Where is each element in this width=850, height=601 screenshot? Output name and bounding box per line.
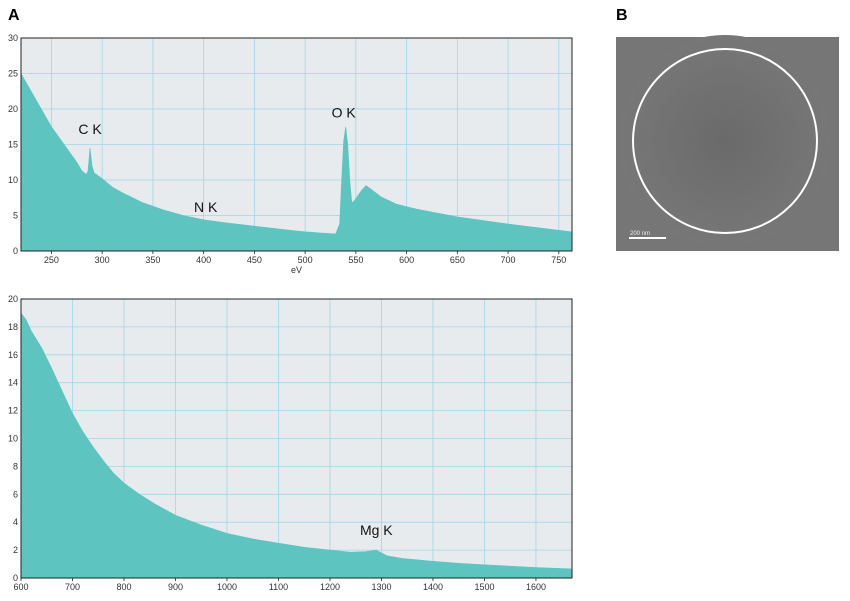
y-tick-label: 20	[8, 294, 18, 304]
x-tick-label: 1000	[217, 582, 237, 592]
scale-bar-label: 200 nm	[630, 231, 650, 237]
x-tick-label: 450	[247, 255, 262, 265]
y-tick-label: 4	[13, 517, 18, 527]
x-tick-label: 500	[298, 255, 313, 265]
panel-label-a: A	[8, 7, 20, 24]
x-tick-label: 600	[13, 582, 28, 592]
y-tick-label: 10	[8, 434, 18, 444]
y-tick-label: 18	[8, 322, 18, 332]
panel-label-b: B	[616, 7, 628, 24]
peak-annotation: O K	[332, 105, 357, 121]
y-tick-label: 25	[8, 69, 18, 79]
y-tick-label: 8	[13, 461, 18, 471]
y-tick-label: 12	[8, 406, 18, 416]
y-tick-label: 10	[8, 175, 18, 185]
y-tick-label: 0	[13, 573, 18, 583]
x-tick-label: 700	[501, 255, 516, 265]
micrograph: 200 nm	[616, 35, 839, 251]
y-tick-label: 5	[13, 211, 18, 221]
x-tick-label: 1200	[320, 582, 340, 592]
x-tick-label: 1100	[269, 582, 288, 592]
peak-annotation: N K	[194, 199, 218, 215]
spectrum-area	[20, 72, 573, 252]
y-tick-label: 14	[8, 378, 18, 388]
y-tick-label: 6	[13, 489, 18, 499]
y-tick-label: 20	[8, 104, 18, 114]
x-tick-label: 250	[44, 255, 59, 265]
x-tick-label: 550	[348, 255, 363, 265]
x-tick-label: 800	[116, 582, 131, 592]
x-tick-label: 700	[65, 582, 80, 592]
peak-annotation: C K	[78, 121, 102, 137]
y-tick-label: 30	[8, 33, 18, 43]
particle-outer-shell	[619, 35, 831, 247]
x-axis-label: eV	[291, 265, 302, 275]
spectrum-area	[20, 312, 573, 579]
x-tick-label: 1500	[474, 582, 494, 592]
x-tick-label: 350	[145, 255, 160, 265]
x-tick-label: 400	[196, 255, 211, 265]
x-tick-label: 650	[450, 255, 465, 265]
y-tick-label: 16	[8, 350, 18, 360]
particle-ring	[632, 48, 818, 234]
x-tick-label: 600	[399, 255, 414, 265]
peak-annotation: Mg K	[360, 522, 393, 538]
scale-bar	[629, 237, 666, 239]
x-tick-label: 1400	[423, 582, 443, 592]
x-tick-label: 1300	[371, 582, 391, 592]
eels-spectrum-low-energy: 250 300 350 400 450 500 550 600 650 700 750 0 5 10 15 2…	[8, 33, 573, 275]
eels-spectrum-high-energy: 600 700 800 900 1000 1100 1200 1300 1400 1500 1600…	[8, 294, 573, 592]
x-tick-label: 1600	[526, 582, 546, 592]
x-tick-label: 750	[551, 255, 566, 265]
plot-frame	[20, 298, 573, 579]
y-tick-label: 15	[8, 140, 18, 150]
plot-frame	[20, 37, 573, 252]
x-tick-label: 300	[95, 255, 110, 265]
x-tick-label: 900	[168, 582, 183, 592]
y-tick-label: 2	[13, 545, 18, 555]
y-tick-label: 0	[13, 246, 18, 256]
